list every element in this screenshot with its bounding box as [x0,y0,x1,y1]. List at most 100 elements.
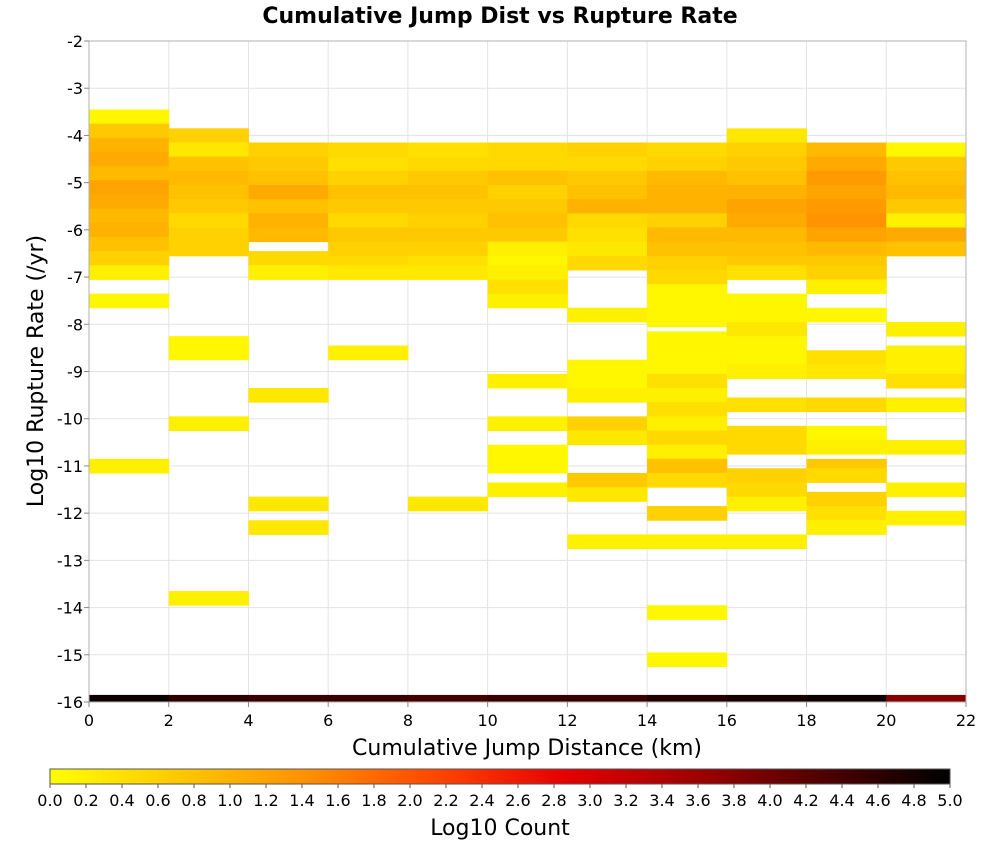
colorbar-tick-label: 1.6 [325,791,350,810]
heatmap-cell [248,213,329,228]
heatmap-cell [806,170,887,186]
heatmap-cell [886,345,967,361]
colorbar-tick-label: 2.4 [469,791,494,810]
heatmap-cell [487,265,568,280]
chart-title: Cumulative Jump Dist vs Rupture Rate [262,4,737,29]
heatmap-cell [886,241,967,257]
heatmap-cell [487,199,568,214]
heatmap-cell [647,694,728,703]
heatmap-cell [647,534,728,550]
heatmap-cell [647,345,728,361]
heatmap-cell [407,185,489,200]
heatmap-cells [89,109,967,703]
heatmap-cell [806,425,887,441]
heatmap-cell [248,185,329,200]
heatmap-cell [886,359,967,375]
heatmap-cell [886,510,967,526]
heatmap-cell [407,156,489,172]
heatmap-cell [567,473,648,488]
heatmap-cell [886,482,967,498]
heatmap-cell [647,213,728,228]
heatmap-cell [806,199,887,214]
heatmap-cell [647,388,728,403]
colorbar-tick-label: 0.2 [73,791,98,810]
x-tick-label: 10 [477,711,497,730]
colorbar-tick-label: 2.0 [397,791,422,810]
heatmap-cell [89,109,170,125]
heatmap-cell [89,265,170,280]
heatmap-cell [328,241,409,257]
heatmap-cell [726,534,808,550]
colorbar [49,768,951,785]
heatmap-cell [487,227,568,243]
colorbar-tick-label: 4.0 [757,791,782,810]
heatmap-cell [487,170,568,186]
heatmap-cell [487,373,568,389]
heatmap-cell [248,520,329,535]
heatmap-cell [567,534,648,550]
y-tick-label: -7 [67,268,83,287]
heatmap-cell [886,199,967,214]
y-tick-label: -16 [57,693,83,712]
heatmap-cell [726,227,808,243]
heatmap-cell [726,213,808,228]
colorbar-tick-label: 3.4 [649,791,674,810]
heatmap-cell [726,482,808,498]
heatmap-cell [89,194,170,210]
heatmap-cell [567,213,648,228]
heatmap-cell [567,307,648,323]
heatmap-cell [487,213,568,228]
x-tick-label: 12 [557,711,577,730]
heatmap-cell [567,255,648,271]
colorbar-tick-label: 4.2 [793,791,818,810]
heatmap-cell [647,142,728,158]
colorbar-tick-label: 0.4 [109,791,134,810]
heatmap-cell [567,170,648,186]
colorbar-tick-label: 4.8 [901,791,926,810]
heatmap-cell [806,279,887,295]
heatmap-cell [168,170,249,186]
heatmap-cell [89,251,170,266]
heatmap-cell [886,170,967,186]
heatmap-cell [487,694,568,703]
heatmap-cell [647,241,728,257]
heatmap-cell [886,439,967,455]
heatmap-cell [806,520,887,535]
heatmap-cell [487,482,568,498]
heatmap-cell [487,279,568,295]
heatmap-cell [407,241,489,257]
heatmap-cell [168,185,249,200]
y-tick-label: -11 [57,457,83,476]
heatmap-cell [168,591,249,606]
heatmap-cell [647,284,728,299]
x-tick-label: 2 [164,711,174,730]
heatmap-cell [886,156,967,172]
heatmap-cell [89,137,170,153]
heatmap-cell [567,388,648,403]
heatmap-cell [328,199,409,214]
heatmap-cell [248,227,329,243]
y-axis-label: Log10 Rupture Rate (/yr) [24,235,49,507]
heatmap-cell [567,359,648,375]
heatmap-cell [726,425,808,441]
colorbar-ticks: 0.0 0.2 0.4 0.6 0.8 1.0 1.2 1.4 1.6 1.8 2.0 2.2 2.4 2… [37,784,963,810]
heatmap-cell [567,430,648,446]
colorbar-tick-label: 1.8 [361,791,386,810]
x-tick-label: 22 [956,711,976,730]
heatmap-cell [647,458,728,474]
colorbar-label: Log10 Count [430,816,570,841]
heatmap-cell [168,213,249,228]
heatmap-cell [726,321,808,337]
x-tick-label: 18 [796,711,816,730]
colorbar-tick-label: 2.6 [505,791,530,810]
heatmap-cell [647,605,728,620]
heatmap-cell [726,241,808,257]
y-tick-label: -9 [67,363,83,382]
heatmap-cell [567,241,648,257]
heatmap-cell [806,307,887,323]
heatmap-cell [726,142,808,158]
heatmap-cell [647,402,728,417]
heatmap-cell [487,416,568,432]
heatmap-cell [647,444,728,460]
x-axis-ticks: 0 2 4 6 8 10 12 14 16 18 20 22 [84,702,976,730]
